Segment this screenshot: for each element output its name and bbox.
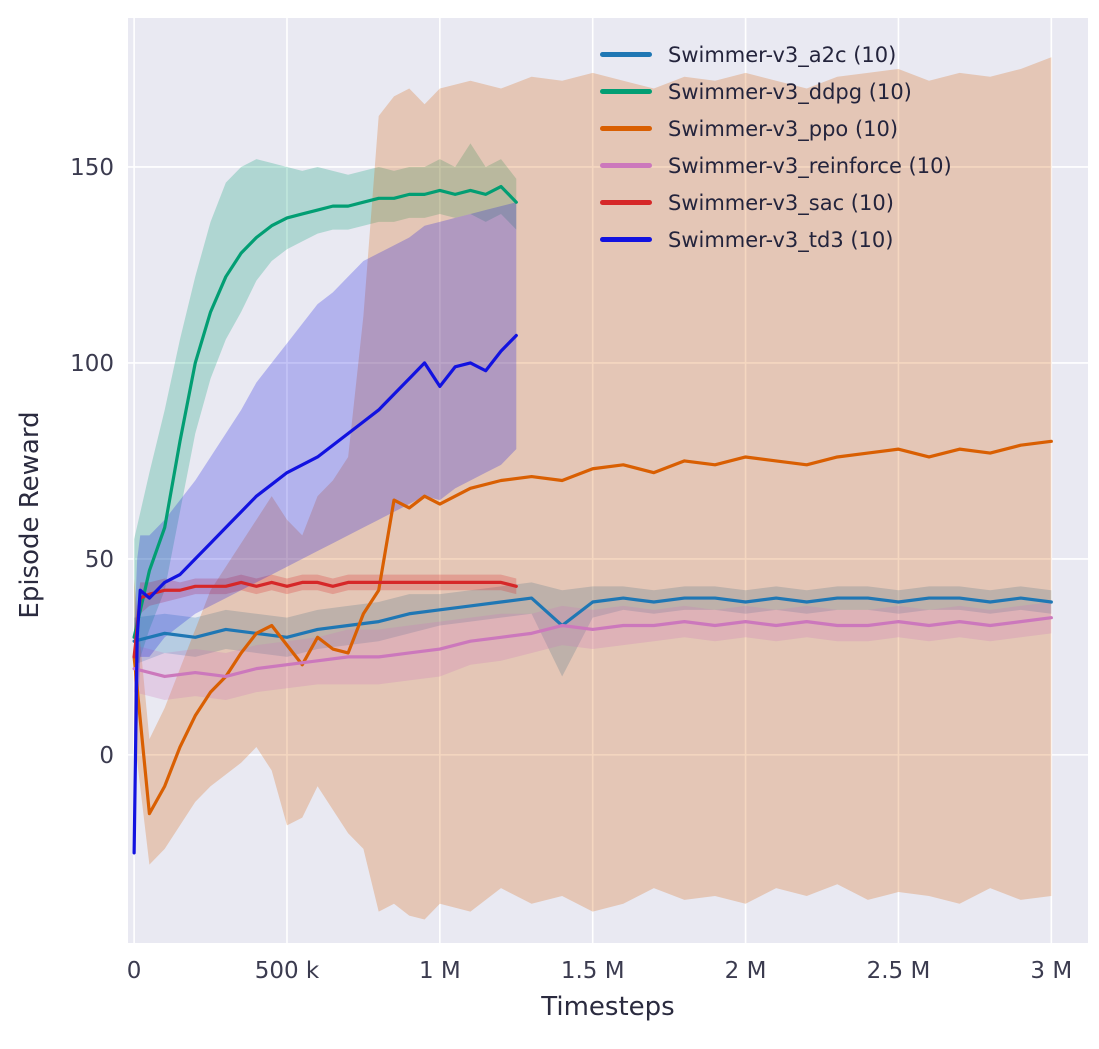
x-tick-label: 500 k bbox=[255, 958, 320, 984]
legend-item: Swimmer-v3_a2c (10) bbox=[600, 36, 952, 73]
series-band bbox=[134, 582, 1052, 677]
legend-label: Swimmer-v3_td3 (10) bbox=[668, 227, 894, 252]
series-band bbox=[134, 143, 517, 677]
legend-swatch bbox=[600, 200, 652, 205]
legend-swatch bbox=[600, 163, 652, 168]
x-axis-title: Timesteps bbox=[541, 992, 675, 1022]
series-band bbox=[134, 574, 517, 685]
legend-label: Swimmer-v3_ddpg (10) bbox=[668, 79, 912, 104]
legend-item: Swimmer-v3_reinforce (10) bbox=[600, 147, 952, 184]
legend-item: Swimmer-v3_ddpg (10) bbox=[600, 73, 952, 110]
y-tick-label: 50 bbox=[85, 547, 114, 573]
series-line bbox=[132, 580, 518, 659]
y-tick-label: 0 bbox=[99, 743, 114, 769]
x-tick-label: 2.5 M bbox=[867, 958, 931, 984]
y-tick-label: 100 bbox=[70, 351, 114, 377]
x-tick-label: 3 M bbox=[1030, 958, 1072, 984]
x-tick-label: 1.5 M bbox=[561, 958, 625, 984]
series-line bbox=[132, 333, 518, 855]
x-tick-label: 0 bbox=[127, 958, 142, 984]
series-line bbox=[132, 184, 518, 639]
series-line bbox=[132, 596, 1053, 643]
legend-swatch bbox=[600, 52, 652, 57]
legend-swatch bbox=[600, 237, 652, 242]
y-axis-title: Episode Reward bbox=[15, 411, 45, 619]
legend-label: Swimmer-v3_a2c (10) bbox=[668, 42, 897, 67]
legend: Swimmer-v3_a2c (10) Swimmer-v3_ddpg (10) S… bbox=[600, 36, 952, 258]
legend-label: Swimmer-v3_ppo (10) bbox=[668, 116, 899, 141]
series-line bbox=[132, 616, 1053, 679]
legend-swatch bbox=[600, 89, 652, 94]
legend-label: Swimmer-v3_sac (10) bbox=[668, 190, 894, 215]
series-band bbox=[134, 602, 1052, 700]
x-tick-label: 1 M bbox=[419, 958, 461, 984]
legend-item: Swimmer-v3_td3 (10) bbox=[600, 221, 952, 258]
legend-label: Swimmer-v3_reinforce (10) bbox=[668, 153, 952, 178]
plot-area bbox=[128, 18, 1088, 943]
x-tick-label: 2 M bbox=[725, 958, 767, 984]
legend-item: Swimmer-v3_ppo (10) bbox=[600, 110, 952, 147]
series-band bbox=[134, 57, 1052, 920]
legend-item: Swimmer-v3_sac (10) bbox=[600, 184, 952, 221]
legend-swatch bbox=[600, 126, 652, 131]
y-tick-label: 150 bbox=[70, 155, 114, 181]
series-line bbox=[132, 439, 1053, 816]
